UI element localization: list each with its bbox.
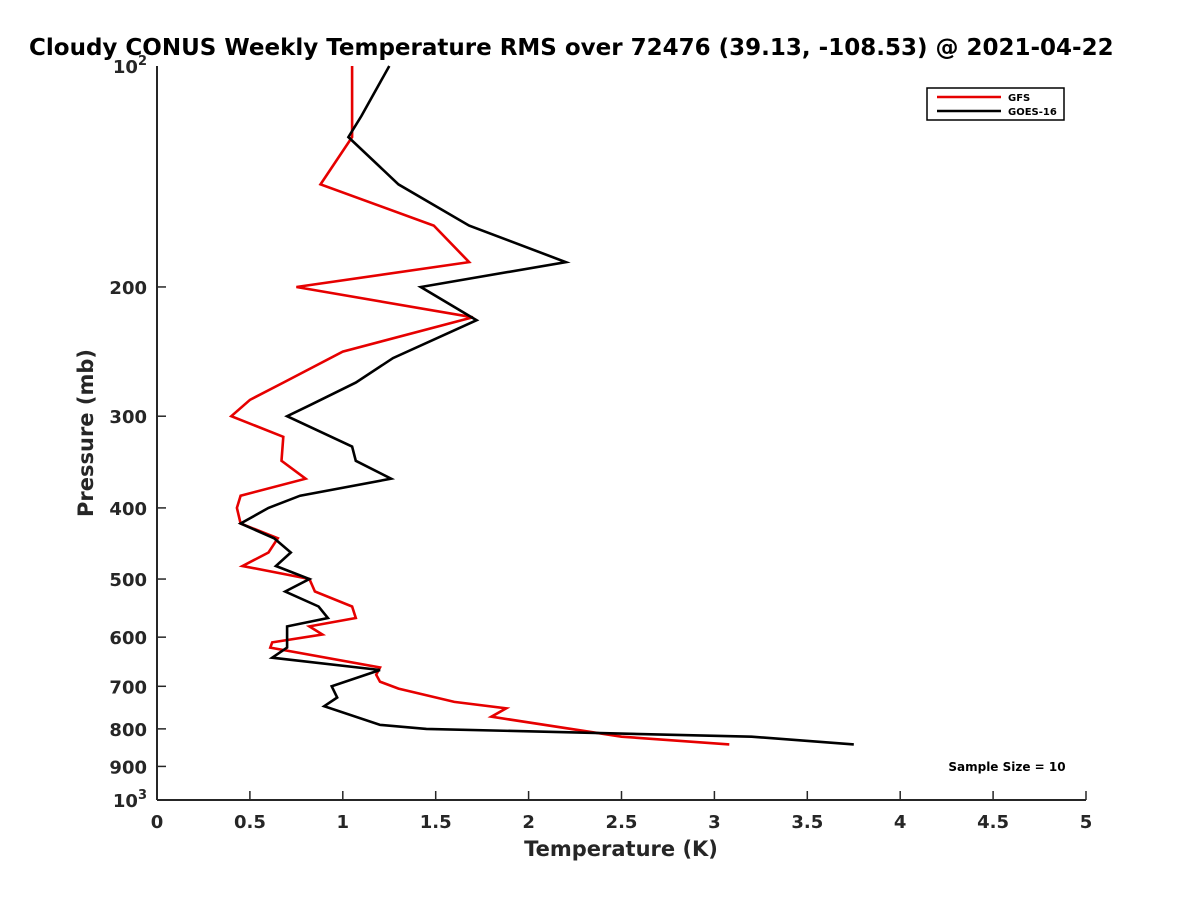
series-line-gfs <box>228 66 730 746</box>
x-tick-label: 1.5 <box>420 812 452 833</box>
plot-area <box>228 65 854 746</box>
legend-label: GOES-16 <box>1008 107 1057 118</box>
y-tick-label: 200 <box>109 278 147 299</box>
y-axis-label: Pressure (mb) <box>74 349 98 517</box>
x-tick-label: 0 <box>151 812 164 833</box>
x-tick-label: 3 <box>708 812 721 833</box>
legend-label: GFS <box>1008 93 1030 104</box>
y-tick-label: 300 <box>109 407 147 428</box>
x-tick-label: 2.5 <box>606 812 638 833</box>
x-tick-label: 4 <box>894 812 907 833</box>
x-tick-label: 5 <box>1080 812 1093 833</box>
y-tick-label: 700 <box>109 677 147 698</box>
sample-size-annotation: Sample Size = 10 <box>948 760 1065 774</box>
axes <box>156 66 1086 801</box>
legend: GFS GOES-16 <box>926 87 1065 121</box>
legend-box <box>926 87 1065 121</box>
y-tick-label-power: 102 <box>113 54 147 78</box>
x-tick-label: 0.5 <box>234 812 266 833</box>
y-tick-label: 400 <box>109 499 147 520</box>
y-tick-label: 800 <box>109 720 147 741</box>
x-ticks: 0 0.5 1 1.5 2 2.5 3 3.5 4 4.5 5 <box>151 791 1093 833</box>
series-line-goes-16 <box>237 65 854 746</box>
y-tick-label: 600 <box>109 628 147 649</box>
x-tick-label: 1 <box>337 812 350 833</box>
x-axis-label: Temperature (K) <box>524 837 718 861</box>
y-tick-label-power: 103 <box>113 788 147 812</box>
y-tick-label: 500 <box>109 570 147 591</box>
chart-title: Cloudy CONUS Weekly Temperature RMS over… <box>29 35 1114 61</box>
x-tick-label: 2 <box>522 812 535 833</box>
y-ticks: 200 300 400 500 600 700 800 900 102 103 <box>109 54 166 812</box>
y-tick-label: 900 <box>109 757 147 778</box>
x-tick-label: 3.5 <box>791 812 823 833</box>
x-tick-label: 4.5 <box>977 812 1009 833</box>
